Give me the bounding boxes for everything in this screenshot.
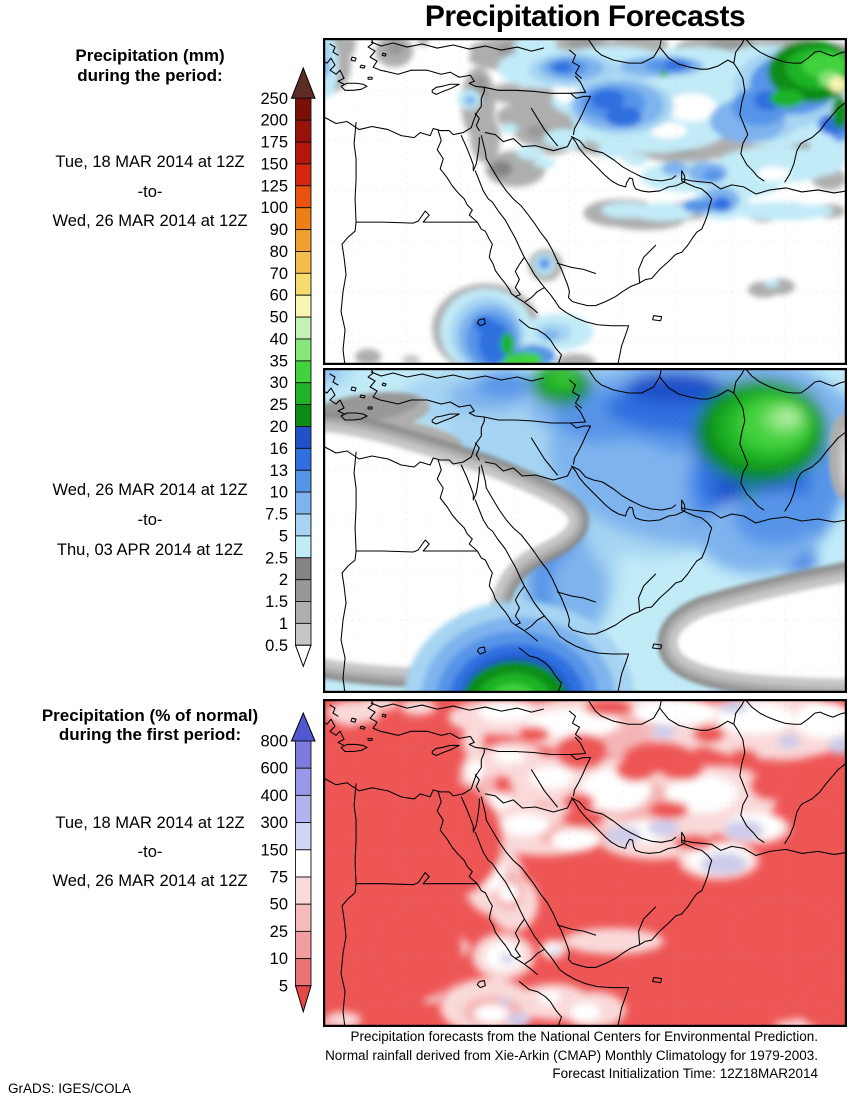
svg-text:25: 25	[270, 923, 288, 941]
svg-text:200: 200	[260, 112, 288, 130]
svg-text:25: 25	[270, 396, 288, 414]
svg-text:80: 80	[270, 243, 288, 261]
svg-text:5: 5	[279, 977, 288, 995]
svg-text:13: 13	[270, 462, 288, 480]
svg-text:150: 150	[260, 155, 288, 173]
svg-text:125: 125	[260, 177, 288, 195]
svg-text:300: 300	[260, 814, 288, 832]
svg-text:70: 70	[270, 265, 288, 283]
svg-text:10: 10	[270, 484, 288, 502]
svg-text:35: 35	[270, 352, 288, 370]
svg-text:175: 175	[260, 134, 288, 152]
svg-text:50: 50	[270, 309, 288, 327]
svg-text:400: 400	[260, 787, 288, 805]
svg-text:2.5: 2.5	[265, 549, 288, 567]
svg-text:50: 50	[270, 896, 288, 914]
svg-text:1: 1	[279, 615, 288, 633]
svg-text:1.5: 1.5	[265, 593, 288, 611]
svg-text:10: 10	[270, 950, 288, 968]
svg-text:90: 90	[270, 221, 288, 239]
svg-text:0.5: 0.5	[265, 637, 288, 655]
svg-text:150: 150	[260, 841, 288, 859]
svg-text:600: 600	[260, 760, 288, 778]
svg-text:2: 2	[279, 571, 288, 589]
svg-text:30: 30	[270, 374, 288, 392]
svg-text:75: 75	[270, 869, 288, 887]
svg-text:40: 40	[270, 331, 288, 349]
svg-text:800: 800	[260, 733, 288, 751]
svg-text:5: 5	[279, 527, 288, 545]
svg-text:60: 60	[270, 287, 288, 305]
svg-text:7.5: 7.5	[265, 506, 288, 524]
svg-text:20: 20	[270, 418, 288, 436]
svg-text:100: 100	[260, 199, 288, 217]
svg-text:250: 250	[260, 90, 288, 108]
svg-text:16: 16	[270, 440, 288, 458]
